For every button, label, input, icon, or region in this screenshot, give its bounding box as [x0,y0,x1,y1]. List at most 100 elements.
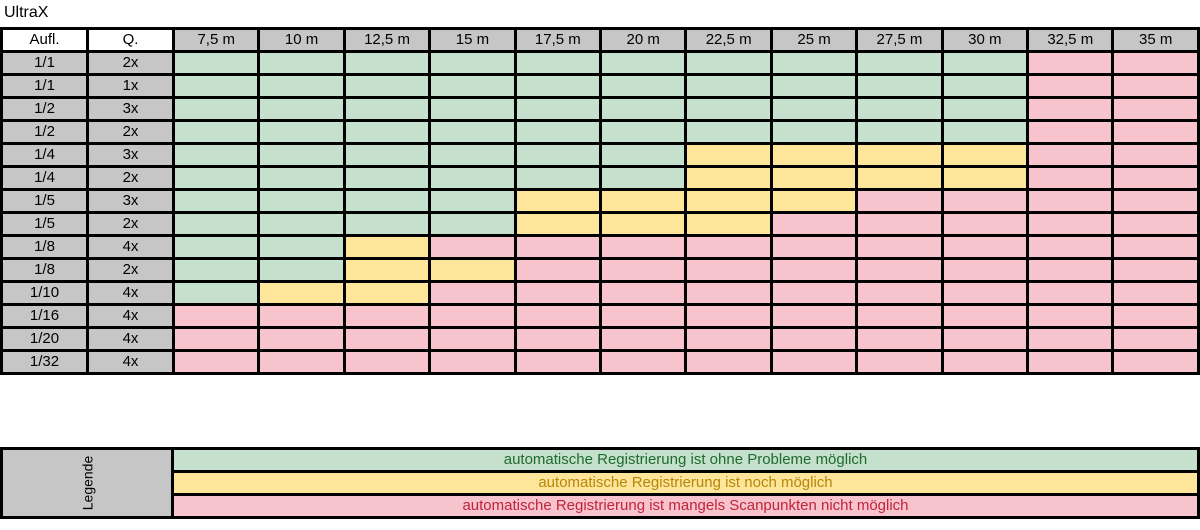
status-cell [599,50,688,76]
table-row: 1/1 1x [0,73,1200,99]
status-cell [940,280,1030,306]
table-row: 1/8 4x [0,234,1200,260]
resolution-cell: 1/10 [0,280,89,306]
header-range: 22,5 m [684,27,773,53]
status-cell [684,326,773,352]
status-cell [428,326,517,352]
status-cell [257,119,346,145]
header-range: 25 m [769,27,859,53]
status-cell [940,50,1030,76]
status-cell [599,211,688,237]
status-cell [171,349,261,375]
status-cell [257,50,346,76]
status-cell [1026,234,1115,260]
status-cell [342,188,432,214]
legend-label-cell: Legende [0,447,174,519]
status-cell [428,119,517,145]
status-cell [1111,142,1200,168]
quality-cell: 2x [86,211,175,237]
status-cell [684,73,773,99]
status-cell [342,165,432,191]
status-cell [1111,257,1200,283]
quality-cell: 2x [86,257,175,283]
status-cell [1111,349,1200,375]
status-cell [940,326,1030,352]
table-title: UltraX [4,4,49,21]
status-cell [599,119,688,145]
status-cell [1111,234,1200,260]
status-cell [1026,142,1115,168]
status-cell [599,234,688,260]
resolution-cell: 1/4 [0,142,89,168]
status-cell [257,142,346,168]
status-cell [684,142,773,168]
table-row: 1/16 4x [0,303,1200,329]
status-cell [513,96,603,122]
status-cell [769,280,859,306]
status-cell [769,211,859,237]
status-cell [684,211,773,237]
quality-cell: 3x [86,188,175,214]
table-row: 1/1 2x [0,50,1200,76]
status-cell [940,257,1030,283]
status-cell [257,326,346,352]
status-cell [513,303,603,329]
status-cell [940,188,1030,214]
status-cell [171,142,261,168]
status-cell [769,188,859,214]
quality-cell: 1x [86,73,175,99]
status-cell [342,50,432,76]
header-aufl: Aufl. [0,27,89,53]
resolution-cell: 1/8 [0,257,89,283]
table-row: 1/4 2x [0,165,1200,191]
status-cell [599,349,688,375]
quality-cell: 4x [86,349,175,375]
quality-cell: 2x [86,119,175,145]
resolution-cell: 1/2 [0,96,89,122]
status-cell [1026,303,1115,329]
status-cell [1111,303,1200,329]
status-cell [769,96,859,122]
status-cell [1111,188,1200,214]
status-cell [513,211,603,237]
status-cell [940,234,1030,260]
status-cell [428,349,517,375]
status-cell [513,257,603,283]
status-cell [513,326,603,352]
status-cell [342,280,432,306]
header-range: 15 m [428,27,517,53]
quality-cell: 4x [86,280,175,306]
status-cell [342,234,432,260]
status-cell [513,234,603,260]
status-cell [855,73,944,99]
status-cell [1026,211,1115,237]
status-cell [940,96,1030,122]
quality-cell: 3x [86,142,175,168]
status-cell [769,234,859,260]
status-cell [257,257,346,283]
header-quality: Q. [86,27,175,53]
status-cell [855,280,944,306]
status-cell [171,165,261,191]
status-cell [342,257,432,283]
status-cell [171,234,261,260]
table-row: 1/5 3x [0,188,1200,214]
status-cell [599,257,688,283]
status-cell [855,211,944,237]
status-cell [684,96,773,122]
status-cell [855,165,944,191]
status-cell [684,165,773,191]
table-row: 1/8 2x [0,257,1200,283]
legend-label: Legende [78,455,95,510]
status-cell [1111,280,1200,306]
status-cell [171,188,261,214]
status-cell [940,142,1030,168]
status-cell [684,119,773,145]
status-cell [1026,257,1115,283]
status-cell [428,188,517,214]
quality-cell: 4x [86,234,175,260]
resolution-cell: 1/1 [0,73,89,99]
status-cell [684,280,773,306]
status-cell [1026,188,1115,214]
status-cell [513,280,603,306]
